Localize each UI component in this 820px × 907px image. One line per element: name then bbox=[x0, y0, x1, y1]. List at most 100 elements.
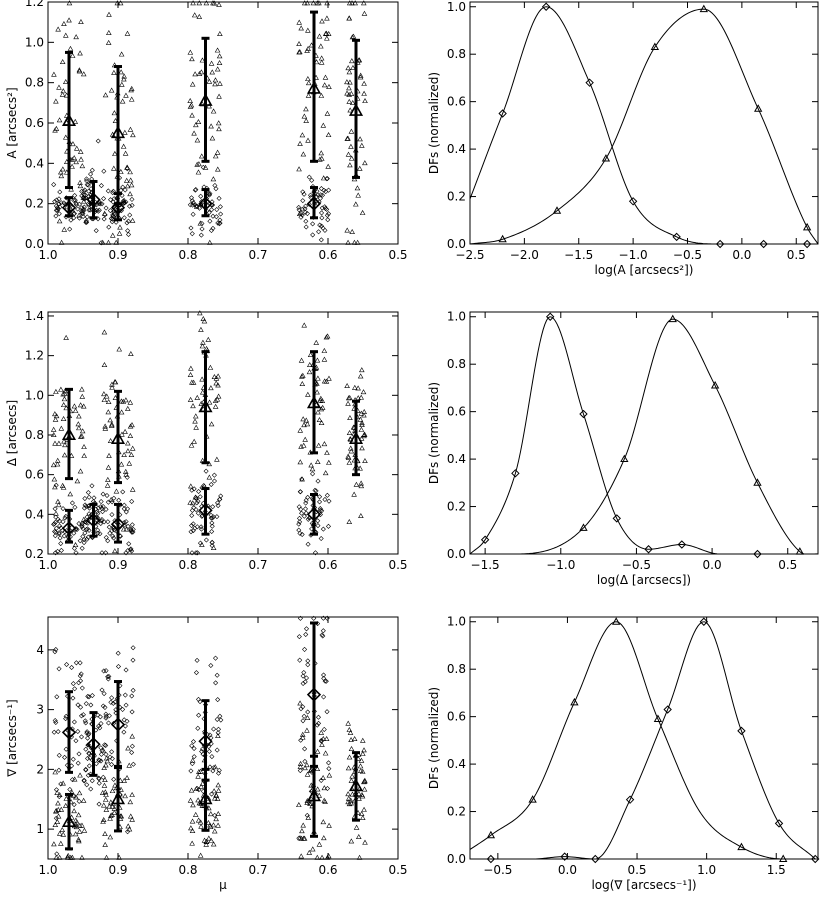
triangle-point bbox=[361, 747, 367, 753]
triangle-point bbox=[348, 143, 354, 149]
triangle-point bbox=[72, 118, 79, 124]
diamond-point bbox=[89, 483, 95, 489]
diamond-point bbox=[307, 192, 314, 198]
y-tick-label: 0.2 bbox=[25, 197, 44, 211]
diamond-point bbox=[306, 174, 312, 180]
diamond-curve-marker bbox=[699, 617, 709, 626]
diamond-point bbox=[88, 171, 94, 177]
diamond-point bbox=[212, 182, 218, 188]
diamond-point bbox=[217, 496, 223, 502]
diamond-point bbox=[210, 504, 216, 510]
diamond-point bbox=[109, 749, 115, 755]
diamond-point bbox=[125, 231, 132, 237]
diamond-point bbox=[301, 670, 307, 676]
diamond-point bbox=[60, 519, 66, 525]
triangle-point bbox=[348, 155, 355, 161]
triangle-point bbox=[192, 811, 199, 817]
triangle-point bbox=[361, 806, 367, 812]
triangle-point bbox=[305, 137, 311, 143]
diamond-point bbox=[189, 743, 195, 749]
triangle-point bbox=[79, 428, 86, 434]
triangle-point bbox=[63, 405, 70, 411]
triangle-point bbox=[314, 766, 321, 772]
diamond-point bbox=[317, 195, 323, 201]
diamond-point bbox=[209, 540, 215, 546]
triangle-point bbox=[303, 417, 310, 423]
triangle-point bbox=[304, 762, 310, 768]
triangle-point bbox=[63, 795, 70, 801]
diamond-point bbox=[195, 696, 202, 702]
triangle-point bbox=[112, 379, 118, 385]
triangle-point bbox=[360, 750, 366, 756]
diamond-point bbox=[85, 755, 91, 761]
triangle-point bbox=[346, 69, 353, 75]
diamond-point bbox=[102, 742, 108, 748]
triangle-point bbox=[199, 376, 205, 382]
triangle-point bbox=[109, 384, 115, 390]
triangle-curve-marker bbox=[601, 154, 611, 162]
triangle-point bbox=[114, 0, 121, 6]
triangle-point bbox=[359, 445, 365, 451]
triangle-point bbox=[356, 165, 363, 171]
diamond-point bbox=[189, 507, 195, 513]
triangle-point bbox=[197, 852, 204, 858]
triangle-point bbox=[127, 126, 134, 132]
diamond-point bbox=[214, 672, 220, 678]
diamond-point bbox=[188, 529, 194, 535]
triangle-point bbox=[74, 478, 81, 484]
diamond-point bbox=[203, 468, 209, 474]
diamond-point bbox=[304, 211, 310, 217]
diamond-point bbox=[207, 732, 213, 738]
triangle-point bbox=[101, 329, 108, 335]
x-tick-label: 0.8 bbox=[178, 248, 197, 262]
diamond-curve-marker bbox=[774, 819, 784, 828]
diamond-point bbox=[54, 851, 60, 857]
triangle-point bbox=[51, 476, 58, 482]
triangle-point bbox=[76, 67, 83, 73]
triangle-point bbox=[346, 394, 353, 400]
diamond-point bbox=[56, 531, 62, 537]
triangle-point bbox=[120, 398, 127, 404]
triangle-point bbox=[50, 426, 57, 432]
diamond-point bbox=[124, 220, 130, 226]
triangle-point bbox=[76, 828, 83, 834]
triangle-point bbox=[63, 32, 69, 38]
triangle-point bbox=[206, 835, 212, 841]
diamond-point bbox=[98, 721, 104, 727]
diamond-point bbox=[129, 743, 135, 749]
triangle-point bbox=[324, 449, 330, 455]
triangle-point bbox=[74, 819, 80, 825]
triangle-point bbox=[210, 108, 217, 114]
diamond-point bbox=[208, 662, 214, 669]
triangle-point bbox=[320, 175, 327, 181]
triangle-point bbox=[99, 239, 106, 245]
triangle-point bbox=[359, 768, 366, 774]
triangle-point bbox=[125, 745, 131, 751]
x-tick-label: 0.0 bbox=[703, 558, 722, 572]
diamond-point bbox=[85, 693, 91, 699]
triangle-point bbox=[65, 852, 71, 858]
triangle-point bbox=[322, 470, 329, 476]
diamond-point bbox=[56, 201, 62, 207]
triangle-point bbox=[62, 388, 68, 394]
diamond-point bbox=[319, 192, 326, 198]
diamond-point bbox=[321, 187, 327, 193]
diamond-point bbox=[305, 516, 311, 522]
triangle-point bbox=[76, 212, 82, 218]
diamond-point bbox=[96, 757, 103, 763]
triangle-point bbox=[325, 853, 332, 859]
diamond-point bbox=[75, 728, 81, 734]
x-tick-label: 1.0 bbox=[697, 863, 716, 877]
triangle-point bbox=[51, 841, 57, 847]
triangle-point bbox=[113, 488, 120, 494]
triangle-point bbox=[298, 357, 305, 363]
diamond-point bbox=[322, 496, 328, 503]
y-tick-label: 0.4 bbox=[447, 757, 466, 771]
triangle-point bbox=[62, 134, 69, 140]
diamond-point bbox=[100, 504, 106, 510]
triangle-point bbox=[306, 849, 313, 855]
diamond-point bbox=[84, 178, 90, 184]
diamond-point bbox=[116, 497, 122, 503]
triangle-point bbox=[56, 854, 63, 860]
triangle-point bbox=[355, 834, 362, 840]
